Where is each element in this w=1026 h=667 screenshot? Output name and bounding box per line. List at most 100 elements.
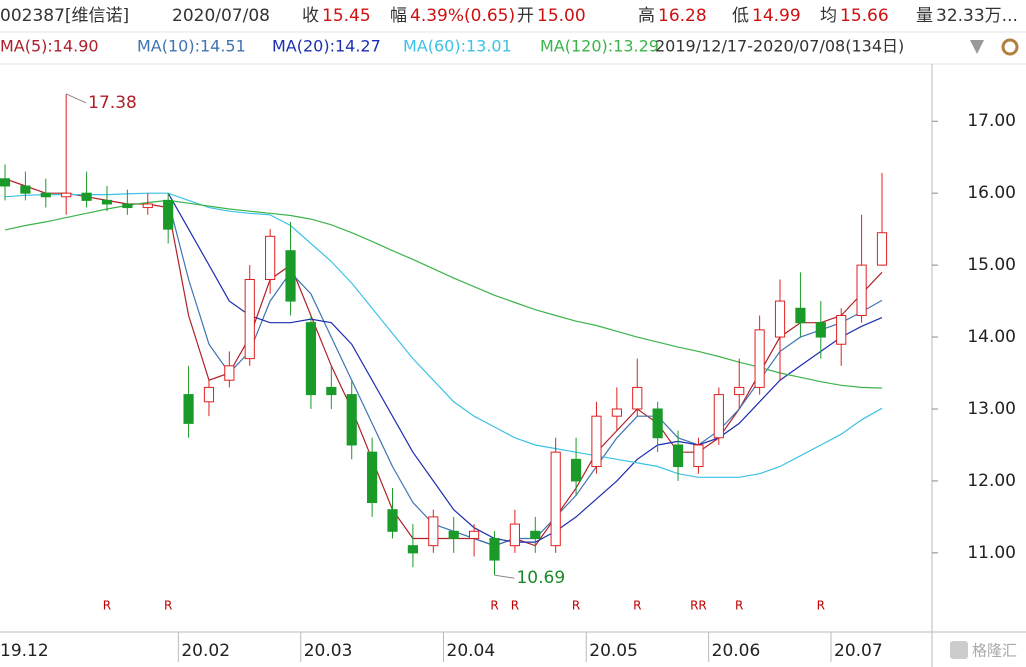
candle-body <box>774 300 786 338</box>
candle-body <box>142 203 153 209</box>
field-value: 15.00 <box>537 6 586 26</box>
x-tick-label: 20.04 <box>447 641 496 661</box>
candle-body <box>489 537 500 561</box>
legend-entry: MA(60):13.01 <box>403 37 512 56</box>
r-marker: R <box>490 599 498 613</box>
watermark-logo <box>950 641 968 659</box>
field-value: 15.45 <box>322 6 371 26</box>
candle-body <box>754 329 765 388</box>
candle-body <box>387 509 398 532</box>
legend-entry: MA(120):13.29 <box>540 37 659 56</box>
r-marker: R <box>572 599 580 613</box>
field-label: 均 <box>820 6 837 26</box>
candle-body <box>285 250 296 302</box>
field-label: 量 <box>916 6 933 26</box>
x-tick-label: 20.03 <box>304 641 353 661</box>
y-tick-label: 17.00 <box>967 111 1016 131</box>
high-arrow <box>65 93 87 104</box>
candle-body <box>570 458 582 482</box>
y-tick-label: 14.00 <box>967 327 1016 347</box>
field-label: 低 <box>732 6 749 26</box>
low-arrow <box>494 574 515 579</box>
candle-body <box>509 523 520 547</box>
candle-body <box>795 307 806 324</box>
candle-body <box>81 192 92 201</box>
field-label: 收 <box>302 6 319 26</box>
field-value: 32.33万... <box>936 6 1018 26</box>
candle-body <box>448 530 459 539</box>
field-value: 4.39%(0.65) <box>410 6 515 26</box>
date: 2020/07/08 <box>172 6 270 26</box>
y-tick-label: 13.00 <box>967 399 1016 419</box>
legend-entry: MA(20):14.27 <box>272 37 381 56</box>
field-label: 高 <box>638 6 655 26</box>
dropdown-icon[interactable] <box>970 40 984 54</box>
y-tick-label: 12.00 <box>967 471 1016 491</box>
stock-code: 002387[维信诺] <box>0 6 129 26</box>
ma-line <box>167 192 883 543</box>
candle-body <box>713 394 724 439</box>
candle-body <box>652 408 663 439</box>
candle-body <box>305 322 317 396</box>
r-marker: R <box>164 599 172 613</box>
x-tick-label: 20.07 <box>834 641 883 661</box>
candle-body <box>469 530 480 539</box>
high-label: 17.38 <box>88 93 137 113</box>
field-value: 14.99 <box>752 6 801 26</box>
ma-line <box>4 199 883 389</box>
candle-body <box>672 444 684 468</box>
candle-body <box>265 235 276 280</box>
candle-body <box>20 185 31 194</box>
ma-line <box>4 192 883 478</box>
candle-body <box>815 322 826 338</box>
y-tick-label: 15.00 <box>967 255 1016 275</box>
candle-body <box>407 545 418 554</box>
legend-entry: MA(10):14.51 <box>137 37 246 56</box>
candle-body <box>244 279 255 360</box>
candle-body <box>224 365 235 381</box>
watermark: 格隆汇 <box>972 642 1017 660</box>
candle-body <box>693 444 704 468</box>
r-marker: R <box>511 599 519 613</box>
y-tick-label: 11.00 <box>967 543 1016 563</box>
candle-body <box>876 232 888 266</box>
candle-body <box>530 530 541 539</box>
candle-body <box>367 451 378 504</box>
candle-body <box>346 394 357 446</box>
candle-body <box>836 314 847 345</box>
candle-body <box>734 386 745 396</box>
low-label: 10.69 <box>516 568 565 588</box>
settings-icon[interactable] <box>1001 38 1019 56</box>
candle-body <box>122 203 133 209</box>
candle-body <box>611 408 622 417</box>
field-value: 15.66 <box>840 6 889 26</box>
legend-entry: MA(5):14.90 <box>0 37 99 56</box>
y-tick-label: 16.00 <box>967 183 1016 203</box>
r-marker: R <box>817 599 825 613</box>
candle-body <box>101 199 113 205</box>
r-marker: RR <box>690 599 707 613</box>
candle-body <box>856 264 867 316</box>
r-marker: R <box>633 599 641 613</box>
r-marker: R <box>735 599 743 613</box>
r-marker: R <box>103 599 111 613</box>
date-range: 2019/12/17-2020/07/08(134日) <box>655 37 904 56</box>
candle-body <box>550 451 561 547</box>
field-label: 开 <box>517 6 534 26</box>
candle-body <box>632 386 643 410</box>
x-tick-label: 19.12 <box>0 641 49 661</box>
x-tick-label: 20.05 <box>589 641 638 661</box>
field-label: 幅 <box>390 6 407 26</box>
candle-body <box>0 178 11 187</box>
candle-body <box>61 192 72 198</box>
candle-body <box>163 199 174 230</box>
field-value: 16.28 <box>658 6 707 26</box>
x-tick-label: 20.02 <box>181 641 230 661</box>
x-tick-label: 20.06 <box>712 641 761 661</box>
candle-body <box>591 415 602 468</box>
candle-body <box>183 394 194 424</box>
candle-body <box>40 192 51 198</box>
